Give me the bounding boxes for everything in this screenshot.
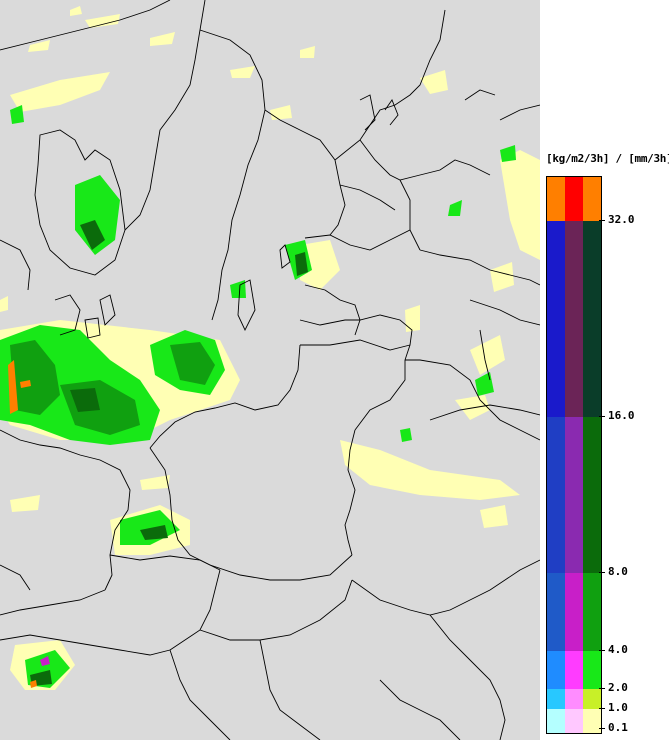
legend-swatch xyxy=(583,177,601,221)
legend-tick xyxy=(599,416,605,417)
legend-tick xyxy=(599,572,605,573)
legend-tick xyxy=(599,688,605,689)
precip-green-dark-areas xyxy=(10,220,308,686)
legend-tick xyxy=(599,708,605,709)
legend-tick xyxy=(599,728,605,729)
legend-swatch xyxy=(583,573,601,651)
legend-tick-label: 8.0 xyxy=(608,565,628,578)
legend-band xyxy=(547,651,601,689)
map-canvas xyxy=(0,0,540,740)
legend-band xyxy=(547,417,601,573)
legend-swatch xyxy=(547,709,565,733)
legend-swatch xyxy=(565,689,583,709)
legend-band xyxy=(547,709,601,733)
legend-swatch xyxy=(565,177,583,221)
legend-band xyxy=(547,689,601,709)
legend-swatch xyxy=(565,221,583,417)
legend-swatch xyxy=(583,709,601,733)
legend-tick xyxy=(599,220,605,221)
legend-swatch xyxy=(583,689,601,709)
legend-tick-label: 2.0 xyxy=(608,681,628,694)
precipitation-legend: [kg/m2/3h] / [mm/3h] 32.0 16.0 8.0 4.0 2.0 1.… xyxy=(540,0,669,740)
country-borders xyxy=(0,0,540,740)
legend-swatch xyxy=(547,689,565,709)
legend-swatch xyxy=(583,651,601,689)
legend-title: [kg/m2/3h] / [mm/3h] xyxy=(546,152,669,165)
legend-tick-label: 4.0 xyxy=(608,643,628,656)
legend-swatch xyxy=(547,221,565,417)
color-scale xyxy=(546,176,602,734)
legend-band xyxy=(547,221,601,417)
legend-swatch xyxy=(565,709,583,733)
legend-swatch xyxy=(547,417,565,573)
legend-swatch xyxy=(547,177,565,221)
legend-tick-label: 16.0 xyxy=(608,409,635,422)
precip-heavy-areas xyxy=(8,360,50,688)
legend-tick-label: 1.0 xyxy=(608,701,628,714)
legend-tick xyxy=(599,650,605,651)
legend-swatch xyxy=(583,417,601,573)
legend-swatch xyxy=(565,417,583,573)
legend-swatch xyxy=(547,651,565,689)
legend-tick-label: 0.1 xyxy=(608,721,628,734)
legend-swatch xyxy=(583,221,601,417)
precipitation-map xyxy=(0,0,540,740)
legend-swatch xyxy=(565,651,583,689)
legend-band xyxy=(547,573,601,651)
legend-swatch xyxy=(565,573,583,651)
legend-band xyxy=(547,177,601,221)
legend-swatch xyxy=(547,573,565,651)
legend-tick-label: 32.0 xyxy=(608,213,635,226)
